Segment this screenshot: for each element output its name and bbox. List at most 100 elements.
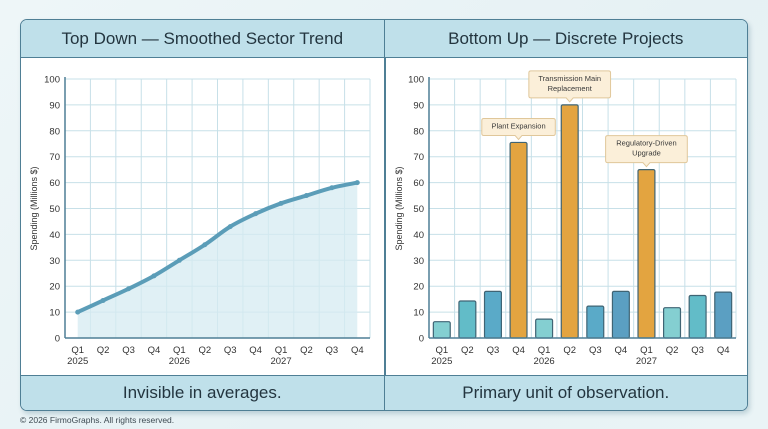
y-tick-label: 10 [413,308,424,319]
major-project-bar [637,169,656,339]
x-tick-year-label: 2026 [169,356,190,367]
callout-box [481,117,556,141]
y-tick-label: 80 [49,126,60,137]
x-tick-label: Q2 [198,345,211,356]
y-tick-label: 30 [49,256,60,267]
y-tick-label: 0 [55,334,60,345]
project-bar [662,307,682,339]
x-tick-year-label: 2026 [534,356,555,367]
y-tick-label: 60 [413,178,424,189]
y-tick-label: 20 [413,282,424,293]
x-tick-label: Q1 [173,345,186,356]
project-bar [483,290,503,339]
y-axis-label: Spending (Millions $) [29,166,39,250]
x-tick-year-label: 2027 [270,356,291,367]
x-tick-label: Q1 [435,345,448,356]
trend-point [75,309,81,315]
trend-point [253,211,259,217]
x-tick-year-label: 2025 [431,356,452,367]
left-chart: 0 10 20 30 40 50 60 70 80 90 100 Spending (Millions… [29,75,371,367]
x-tick-label: Q4 [615,345,628,356]
x-tick-label: Q3 [122,345,135,356]
trend-point [278,200,284,206]
x-tick-label: Q4 [148,345,161,356]
y-tick-label: 40 [413,230,424,241]
callout-label: Plant Expansion [491,121,545,130]
right-panel-title: Bottom Up — Discrete Projects [383,20,748,57]
y-tick-label: 60 [49,178,60,189]
major-project-bar [560,104,579,339]
project-bar [688,294,707,339]
project-bar [714,291,733,339]
x-tick-label: Q1 [538,345,551,356]
trend-point [202,242,208,248]
project-bar [535,318,554,339]
y-tick-label: 70 [49,152,60,163]
trend-point [354,180,360,186]
copyright-text: © 2026 FirmoGraphs. All rights reserved. [20,415,175,425]
chart-frame: Top Down — Smoothed Sector Trend Bottom … [20,19,748,411]
y-tick-label: 70 [413,152,424,163]
callout-label: Regulatory-Driven [616,139,676,148]
trend-point [227,224,233,230]
callout-label: Upgrade [632,149,661,158]
x-tick-label: Q2 [563,345,576,356]
x-tick-year-label: 2025 [67,356,88,367]
callout-label: Transmission Main [538,74,601,83]
y-tick-label: 100 [44,75,60,86]
x-tick-label: Q1 [71,345,84,356]
x-tick-label: Q2 [300,345,313,356]
x-tick-label: Q3 [326,345,339,356]
x-tick-year-label: 2027 [636,356,657,367]
y-tick-label: 40 [49,230,60,241]
y-tick-label: 90 [49,100,60,111]
trend-point [303,193,309,199]
x-tick-label: Q2 [97,345,110,356]
x-tick-label: Q2 [666,345,679,356]
x-tick-label: Q4 [717,345,730,356]
project-bar [586,305,605,339]
trend-point [100,297,106,303]
x-tick-label: Q1 [640,345,653,356]
annotation-callout: Plant Expansion [481,117,556,141]
left-panel-caption: Invisible in averages. [122,383,282,402]
y-tick-label: 30 [413,256,424,267]
trend-point [126,286,132,292]
right-chart: 0 10 20 30 40 50 60 70 80 90 100 Spending (Millions… [394,70,737,367]
project-bar [458,300,477,339]
callout-box [605,135,688,168]
footer-row: Invisible in averages. Primary unit of o… [21,375,747,410]
callout-label: Replacement [548,84,593,93]
trend-point [151,273,157,279]
x-tick-label: Q4 [249,345,262,356]
trend-point [329,185,335,191]
header-row: Top Down — Smoothed Sector Trend Bottom … [21,20,747,58]
panel-divider [384,58,386,375]
trend-area [77,182,358,338]
x-tick-label: Q2 [461,345,474,356]
y-tick-label: 20 [49,282,60,293]
callout-box [528,70,612,103]
left-panel-title: Top Down — Smoothed Sector Trend [61,28,344,48]
x-tick-label: Q4 [512,345,525,356]
x-tick-label: Q3 [589,345,602,356]
x-tick-label: Q3 [487,345,500,356]
x-tick-label: Q3 [691,345,704,356]
right-panel-caption: Primary unit of observation. [383,376,748,410]
project-bar [432,321,451,339]
y-tick-label: 50 [49,204,60,215]
y-axis-label: Spending (Millions $) [394,166,404,250]
x-tick-label: Q4 [351,345,364,356]
major-project-bar [509,141,528,339]
y-tick-label: 90 [413,100,424,111]
y-tick-label: 100 [408,75,424,86]
x-tick-label: Q3 [224,345,237,356]
x-tick-label: Q1 [275,345,288,356]
trend-point [176,257,182,263]
y-tick-label: 10 [49,308,60,319]
y-tick-label: 80 [413,126,424,137]
y-tick-label: 0 [419,334,424,345]
